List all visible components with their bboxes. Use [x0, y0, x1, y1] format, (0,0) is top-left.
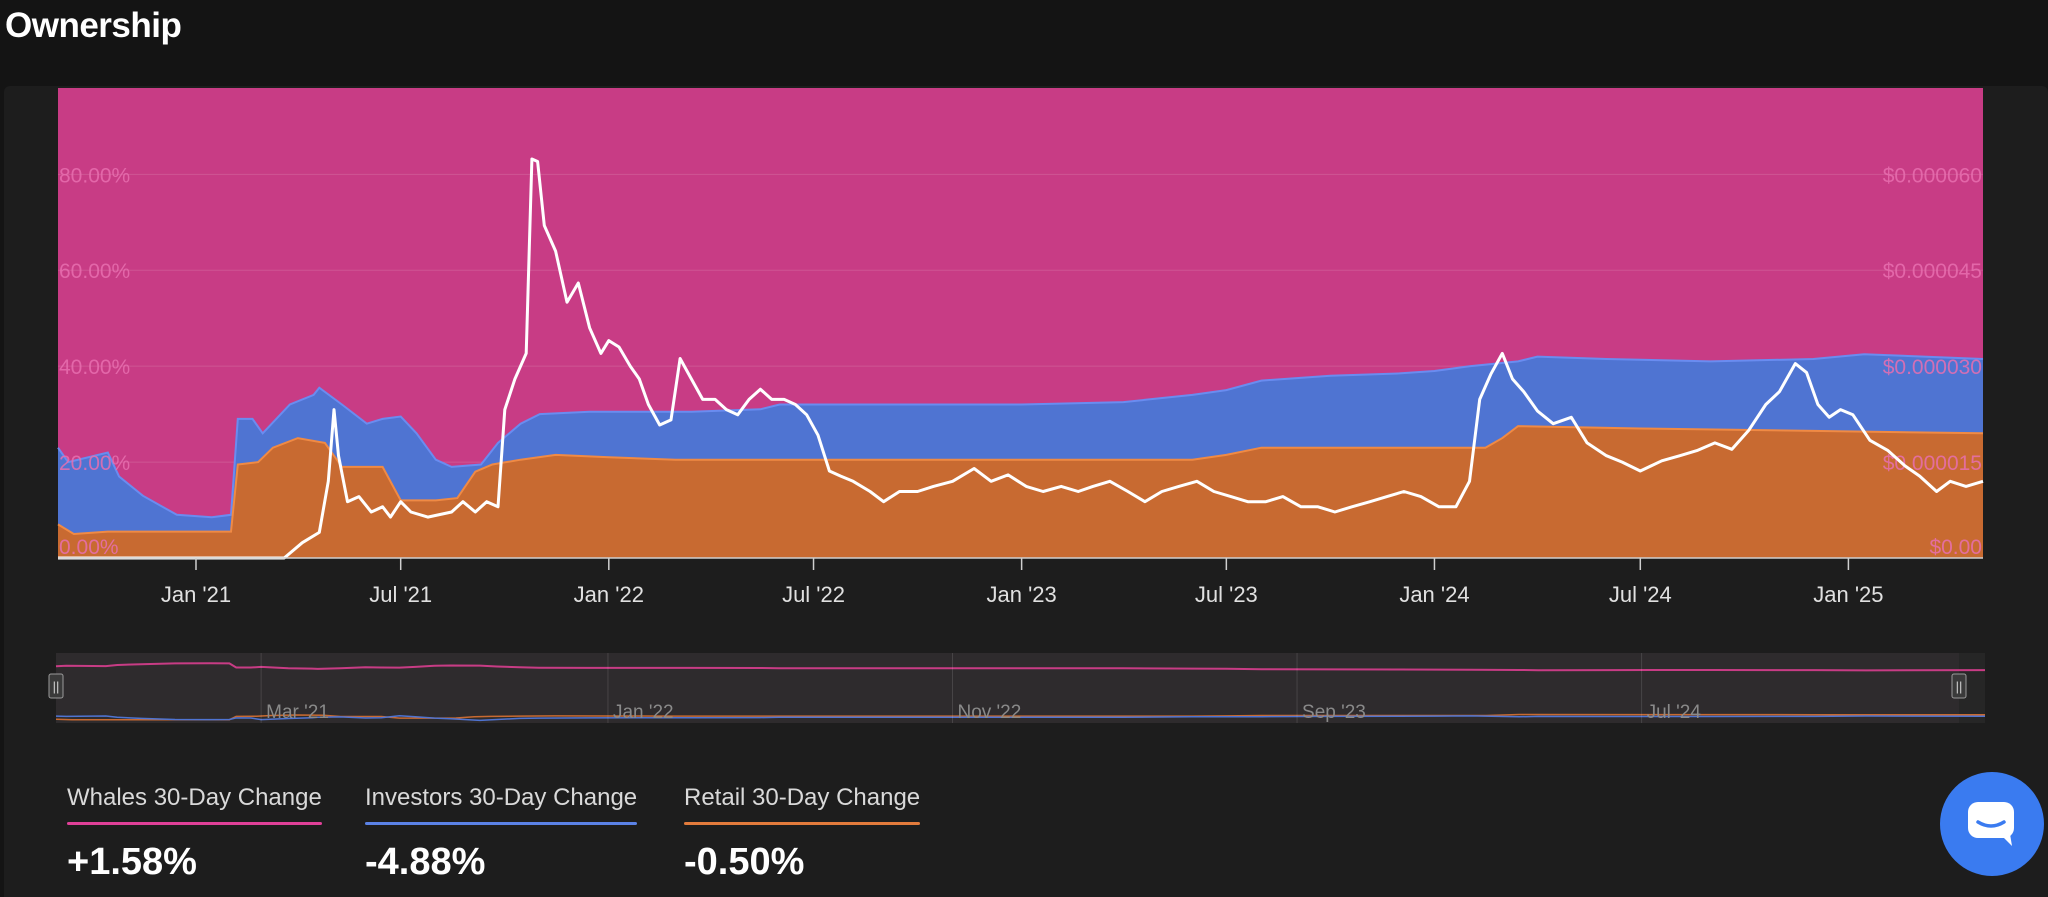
retail-change-label: Retail 30-Day Change	[684, 784, 921, 811]
navigator-labels: Mar '21 Jan '22 Nov '22 Sep '23 Jul '24	[260, 653, 1702, 723]
chat-bubble-icon	[1968, 802, 2014, 846]
x-axis: Jan '21 Jul '21 Jan '22 Jul '22 Jan '23 Jul '…	[161, 558, 1884, 607]
whales-underline	[67, 822, 322, 825]
page-title: Ownership	[5, 6, 182, 45]
investors-line	[57, 353, 1984, 519]
left-axis-tick-label: 0.00%	[59, 536, 119, 559]
price-line[interactable]	[58, 157, 1984, 560]
ownership-card: 0.00% 20.00% 40.00% 60.00% 80.00% $0.00 $0.00…	[4, 86, 2048, 897]
handle-right-grip: ||	[1956, 679, 1963, 694]
navigator-handle-left[interactable]: ||	[48, 673, 64, 699]
whales-change-value: +1.58%	[67, 841, 197, 883]
navigator-label: Nov '22	[957, 702, 1021, 723]
retail-area[interactable]	[58, 426, 1983, 558]
x-axis-tick-label: Jan '22	[574, 582, 644, 607]
ownership-chart[interactable]: 0.00% 20.00% 40.00% 60.00% 80.00% $0.00 $0.00…	[4, 86, 2048, 897]
left-axis-labels: 0.00% 20.00% 40.00% 60.00% 80.00%	[59, 164, 130, 559]
left-axis-tick-label: 60.00%	[59, 260, 130, 283]
navigator-selected-range[interactable]	[56, 653, 1959, 723]
x-axis-tick-label: Jul '22	[782, 582, 845, 607]
x-axis-tick-label: Jan '24	[1399, 582, 1469, 607]
x-axis-tick-label: Jan '23	[986, 582, 1056, 607]
x-axis-tick-label: Jul '24	[1609, 582, 1672, 607]
investors-change-value: -4.88%	[365, 841, 486, 883]
x-axis-tick-label: Jul '21	[369, 582, 432, 607]
navigator-label: Sep '23	[1302, 702, 1366, 723]
range-navigator[interactable]: Mar '21 Jan '22 Nov '22 Sep '23 Jul '24 || |…	[48, 653, 1986, 723]
whales-change-stat: Whales 30-Day Change +1.58%	[67, 784, 322, 884]
retail-change-stat: Retail 30-Day Change -0.50%	[684, 784, 921, 884]
right-axis-tick-label: $0.000060	[1883, 164, 1982, 187]
navigator-handle-right[interactable]: ||	[1951, 673, 1967, 699]
right-axis-tick-label: $0.00	[1929, 536, 1982, 559]
right-axis-tick-label: $0.000045	[1883, 260, 1982, 283]
whales-change-label: Whales 30-Day Change	[67, 784, 322, 811]
left-axis-tick-label: 20.00%	[59, 452, 130, 475]
x-axis-tick-label: Jan '25	[1813, 582, 1883, 607]
investors-underline	[365, 822, 638, 825]
investors-change-stat: Investors 30-Day Change -4.88%	[365, 784, 638, 884]
chat-button[interactable]	[1940, 772, 2044, 876]
right-axis-tick-label: $0.000030	[1883, 356, 1982, 379]
retail-underline	[684, 822, 921, 825]
navigator-label: Mar '21	[266, 702, 329, 723]
navigator-label: Jan '22	[613, 702, 674, 723]
investors-change-label: Investors 30-Day Change	[365, 784, 638, 811]
handle-left-grip: ||	[53, 679, 60, 694]
retail-line	[57, 425, 1984, 536]
right-axis-tick-label: $0.000015	[1883, 452, 1982, 475]
navigator-whales-line	[55, 662, 1986, 672]
left-axis-tick-label: 80.00%	[59, 164, 130, 187]
x-axis-tick-label: Jan '21	[161, 582, 231, 607]
x-axis-tick-label: Jul '23	[1195, 582, 1258, 607]
left-axis-tick-label: 40.00%	[59, 356, 130, 379]
navigator-investors-line	[55, 714, 1986, 722]
retail-change-value: -0.50%	[684, 841, 805, 883]
navigator-label: Jul '24	[1647, 702, 1702, 723]
